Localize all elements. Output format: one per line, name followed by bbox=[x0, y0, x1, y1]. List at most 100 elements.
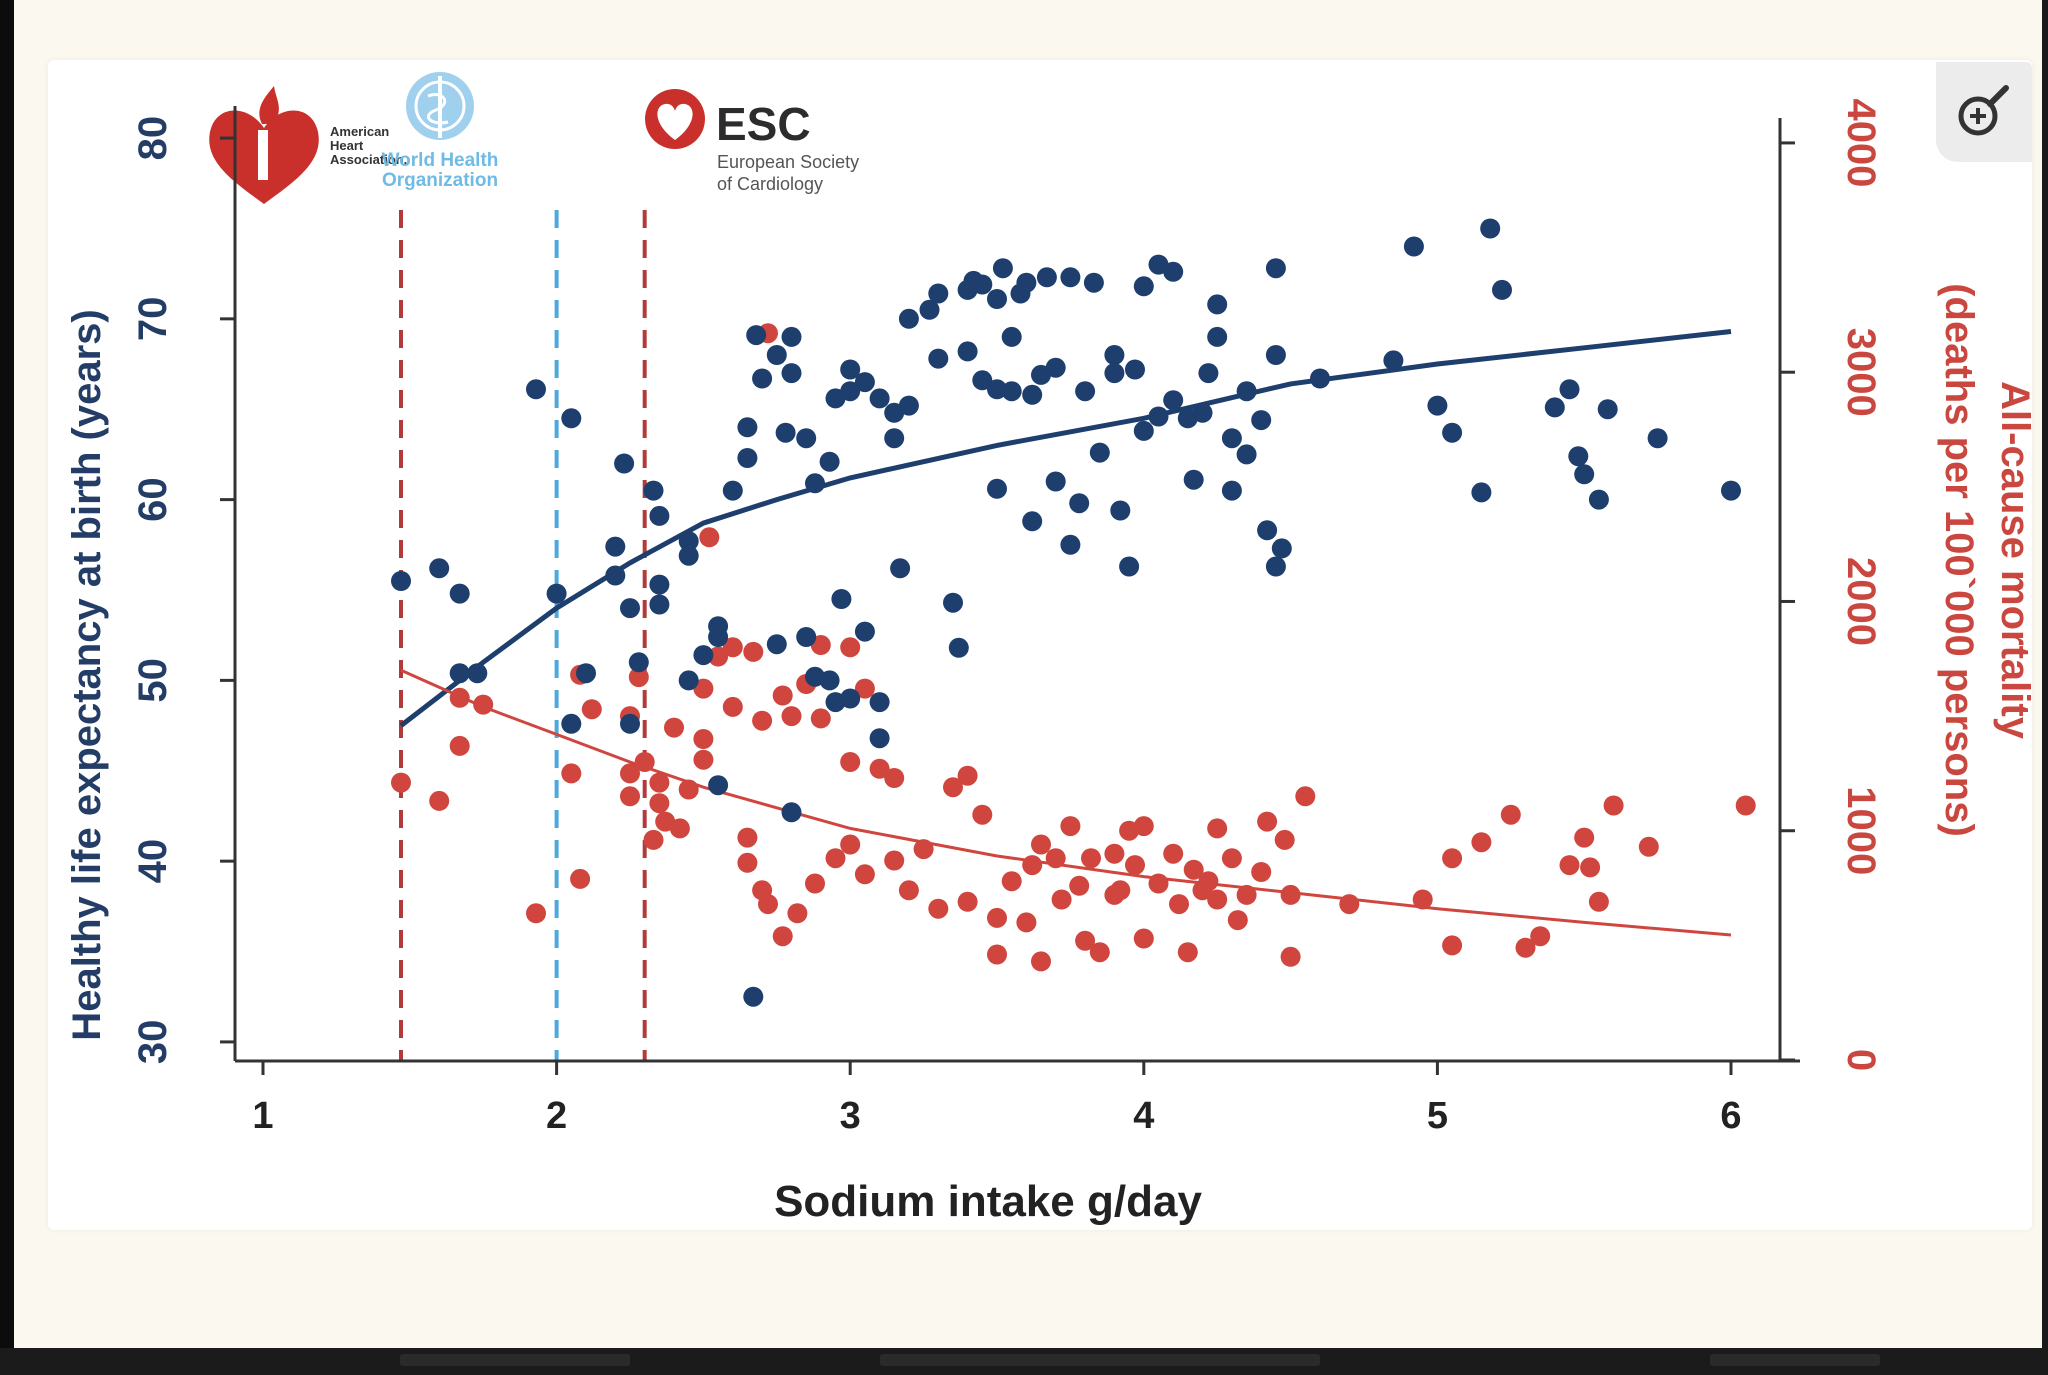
who-logo-line-2: Organization bbox=[382, 170, 498, 191]
mortality-point bbox=[699, 527, 720, 548]
mortality-point bbox=[1559, 855, 1580, 876]
life-expectancy-point bbox=[1083, 272, 1104, 293]
mortality-point bbox=[840, 637, 861, 658]
mortality-point bbox=[1133, 928, 1154, 949]
right-window-edge bbox=[2042, 0, 2048, 1375]
mortality-point bbox=[649, 793, 670, 814]
life-expectancy-point bbox=[1075, 381, 1096, 402]
life-expectancy-point bbox=[1060, 534, 1081, 555]
mortality-point bbox=[957, 765, 978, 786]
life-expectancy-point bbox=[391, 571, 411, 591]
life-expectancy-point bbox=[1271, 538, 1292, 559]
mortality-point bbox=[678, 779, 699, 800]
life-expectancy-point bbox=[957, 341, 978, 362]
life-expectancy-point bbox=[1574, 464, 1595, 485]
life-expectancy-point bbox=[561, 408, 582, 429]
life-expectancy-point bbox=[1045, 357, 1066, 378]
life-expectancy-point bbox=[890, 558, 911, 579]
life-expectancy-point bbox=[819, 670, 840, 691]
mortality-point bbox=[1251, 862, 1272, 882]
life-expectancy-point bbox=[1060, 267, 1081, 288]
mortality-point bbox=[1638, 836, 1659, 857]
life-expectancy-point bbox=[737, 448, 758, 468]
mortality-point bbox=[634, 752, 655, 772]
mortality-point bbox=[669, 818, 690, 839]
life-expectancy-point bbox=[831, 589, 852, 609]
life-expectancy-point bbox=[1310, 368, 1330, 389]
mortality-point bbox=[722, 637, 743, 658]
axes bbox=[233, 106, 1800, 1063]
life-expectancy-point bbox=[1236, 381, 1257, 402]
mortality-point bbox=[810, 708, 831, 729]
life-expectancy-point bbox=[1022, 384, 1043, 405]
life-expectancy-point bbox=[898, 395, 919, 416]
life-expectancy-point bbox=[649, 594, 670, 615]
life-expectancy-point bbox=[1045, 471, 1066, 492]
esc-logo-sub-1: European Society bbox=[717, 152, 859, 172]
mortality-point bbox=[1442, 848, 1463, 869]
life-expectancy-point bbox=[746, 325, 767, 346]
life-expectancy-point bbox=[987, 478, 1007, 499]
life-expectancy-point bbox=[737, 417, 758, 438]
mortality-point bbox=[1530, 926, 1551, 947]
mortality-point bbox=[884, 850, 905, 871]
life-expectancy-point bbox=[1133, 276, 1154, 297]
life-expectancy-point bbox=[1721, 480, 1741, 501]
life-expectancy-point bbox=[992, 258, 1013, 279]
y-left-tick-label: 40 bbox=[131, 839, 175, 884]
chart-plot: American Heart Association. World Health… bbox=[65, 72, 2032, 1226]
scatter-points bbox=[391, 218, 1756, 1007]
life-expectancy-point bbox=[1236, 444, 1257, 465]
zoom-in-icon bbox=[1958, 85, 2009, 136]
mortality-point bbox=[429, 790, 450, 811]
life-expectancy-point bbox=[1207, 326, 1228, 347]
mortality-point bbox=[664, 717, 684, 738]
life-expectancy-point bbox=[819, 451, 840, 472]
mortality-point bbox=[1133, 816, 1154, 837]
life-expectancy-point bbox=[576, 663, 596, 684]
life-expectancy-point bbox=[1163, 390, 1184, 411]
aha-logo-line-1: American bbox=[330, 124, 389, 139]
life-expectancy-point bbox=[840, 359, 861, 380]
y-left-tick-label: 80 bbox=[131, 116, 175, 161]
mortality-point bbox=[1081, 848, 1101, 869]
mortality-point bbox=[1257, 811, 1278, 832]
mortality-point bbox=[1104, 843, 1125, 864]
life-expectancy-point bbox=[854, 372, 875, 393]
y-axis-left-title: Healthy life expectancy at birth (years) bbox=[65, 309, 109, 1040]
mortality-point bbox=[1177, 942, 1198, 963]
mortality-point bbox=[449, 687, 470, 708]
mortality-point bbox=[1227, 910, 1248, 931]
life-expectancy-point bbox=[1251, 410, 1272, 431]
mortality-point bbox=[840, 834, 861, 855]
mortality-point bbox=[1060, 816, 1081, 837]
mortality-point bbox=[449, 735, 470, 756]
mortality-point bbox=[526, 903, 546, 924]
esc-logo-sub-2: of Cardiology bbox=[717, 174, 823, 194]
organization-logos: American Heart Association. World Health… bbox=[209, 72, 859, 204]
life-expectancy-point bbox=[678, 545, 699, 566]
life-expectancy-point bbox=[1198, 363, 1219, 384]
life-expectancy-point bbox=[1016, 272, 1037, 293]
zoom-in-button[interactable] bbox=[1936, 62, 2032, 162]
life-expectancy-point bbox=[1559, 379, 1580, 400]
life-expectancy-point bbox=[1265, 556, 1286, 577]
life-expectancy-point bbox=[546, 583, 567, 604]
life-expectancy-point bbox=[561, 713, 582, 734]
life-expectancy-point bbox=[649, 574, 670, 595]
mortality-point bbox=[898, 880, 919, 901]
x-axis-title: Sodium intake g/day bbox=[774, 1177, 1202, 1226]
life-expectancy-point bbox=[796, 428, 817, 449]
aha-logo-line-3: Association. bbox=[330, 152, 407, 167]
life-expectancy-point bbox=[649, 505, 670, 526]
tick-marks: 1 2 3 4 5 6 30 40 50 60 70 80 0 1000 2000 3000 4000 bbox=[131, 98, 1883, 1137]
life-expectancy-point bbox=[869, 728, 890, 749]
mortality-point bbox=[805, 873, 825, 894]
mortality-point bbox=[869, 758, 890, 779]
x-tick-label: 6 bbox=[1720, 1095, 1741, 1137]
y-right-tick-label: 2000 bbox=[1839, 557, 1883, 646]
life-expectancy-point bbox=[1148, 406, 1169, 427]
life-expectancy-point bbox=[1036, 267, 1057, 288]
mortality-point bbox=[884, 768, 905, 788]
life-expectancy-point bbox=[948, 637, 969, 658]
